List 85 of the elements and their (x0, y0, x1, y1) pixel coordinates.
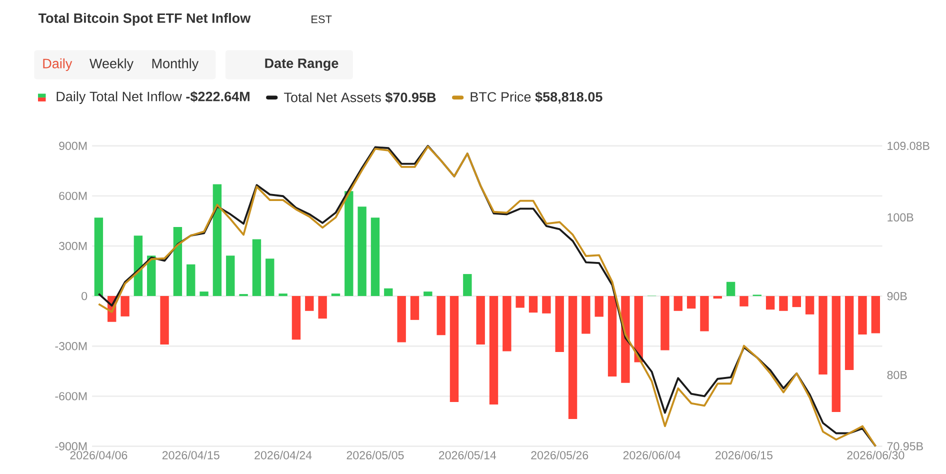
bar (278, 293, 288, 296)
bar (713, 296, 722, 298)
bar (871, 296, 880, 334)
y2-tick-label: 109.08B (888, 142, 930, 150)
bar (160, 296, 169, 344)
bar (792, 296, 801, 307)
bar (594, 296, 604, 317)
bar (858, 296, 867, 334)
bar (489, 296, 498, 404)
bar (344, 190, 354, 296)
y2-tick-label: 80B (887, 370, 907, 379)
bar (805, 296, 814, 314)
bar (463, 274, 472, 296)
y-tick-label: -600M (55, 392, 87, 400)
bar (226, 256, 235, 296)
y-tick-label: -900M (55, 442, 87, 450)
bar (436, 296, 446, 335)
bar (331, 293, 340, 296)
bar (134, 236, 143, 296)
x-tick-label: 2026/05/14 (439, 450, 496, 460)
bar (305, 296, 314, 311)
x-tick-label: 2026/04/15 (162, 450, 220, 460)
bar (528, 296, 538, 312)
chart-title: Total Bitcoin Spot ETF Net Inflow (38, 12, 251, 26)
bar (397, 296, 406, 342)
bar (674, 296, 682, 311)
bar (516, 296, 524, 308)
bar (700, 296, 709, 332)
bar (634, 296, 643, 362)
bar (555, 296, 564, 352)
bar (186, 264, 196, 296)
bar (252, 239, 262, 296)
bar (832, 296, 840, 412)
legend-label: BTC Price $58,818.05 (470, 91, 602, 104)
x-tick-label: 2026/04/24 (254, 450, 312, 460)
bar (120, 296, 130, 316)
bar (779, 296, 788, 311)
legend-label: Total Net Assets $70.95B (284, 92, 436, 103)
bar (266, 258, 274, 296)
bar (726, 282, 736, 296)
text: Monthly (152, 58, 199, 71)
y-tick-label: 0 (82, 292, 88, 300)
bar (173, 226, 182, 296)
bar (200, 291, 208, 296)
bar (542, 296, 551, 314)
bar (476, 296, 485, 344)
bar (450, 296, 459, 402)
bar (621, 296, 630, 383)
text: EST (312, 15, 332, 24)
legend-label: Daily Total Net Inflow -$222.64M (56, 91, 250, 104)
text: Daily (43, 58, 72, 71)
bar (292, 296, 301, 340)
y-tick-label: 900M (59, 142, 87, 150)
x-tick-label: 2026/06/30 (847, 450, 904, 460)
bar (766, 296, 775, 310)
y2-tick-label: 90B (887, 292, 907, 300)
x-tick-label: 2026/06/15 (716, 450, 772, 460)
x-tick-label: 2026/05/05 (346, 450, 404, 460)
y-tick-label: 600M (59, 192, 87, 200)
bar (384, 288, 393, 296)
bar (568, 296, 578, 419)
bar (424, 291, 432, 296)
bar (370, 217, 380, 296)
y-tick-label: 300M (59, 242, 87, 250)
bar (94, 217, 104, 296)
y2-tick-label: 100B (888, 213, 914, 222)
bar (212, 184, 222, 296)
bar (660, 296, 670, 350)
bar (608, 296, 617, 376)
y-tick-label: -300M (55, 342, 87, 350)
bar (410, 296, 420, 320)
x-tick-label: 2026/05/26 (531, 450, 588, 460)
bar (502, 296, 512, 352)
x-tick-label: 2026/06/04 (623, 450, 680, 460)
y2-tick-label: 70.95B (887, 442, 923, 450)
bar (740, 296, 748, 306)
bar (358, 206, 366, 296)
bar (686, 296, 696, 308)
bar (818, 296, 828, 374)
bar (844, 296, 854, 370)
bar (582, 296, 590, 334)
bar (318, 296, 327, 318)
text: Date Range (265, 58, 338, 71)
text: Weekly (90, 58, 134, 71)
x-tick-label: 2026/04/06 (70, 450, 128, 460)
